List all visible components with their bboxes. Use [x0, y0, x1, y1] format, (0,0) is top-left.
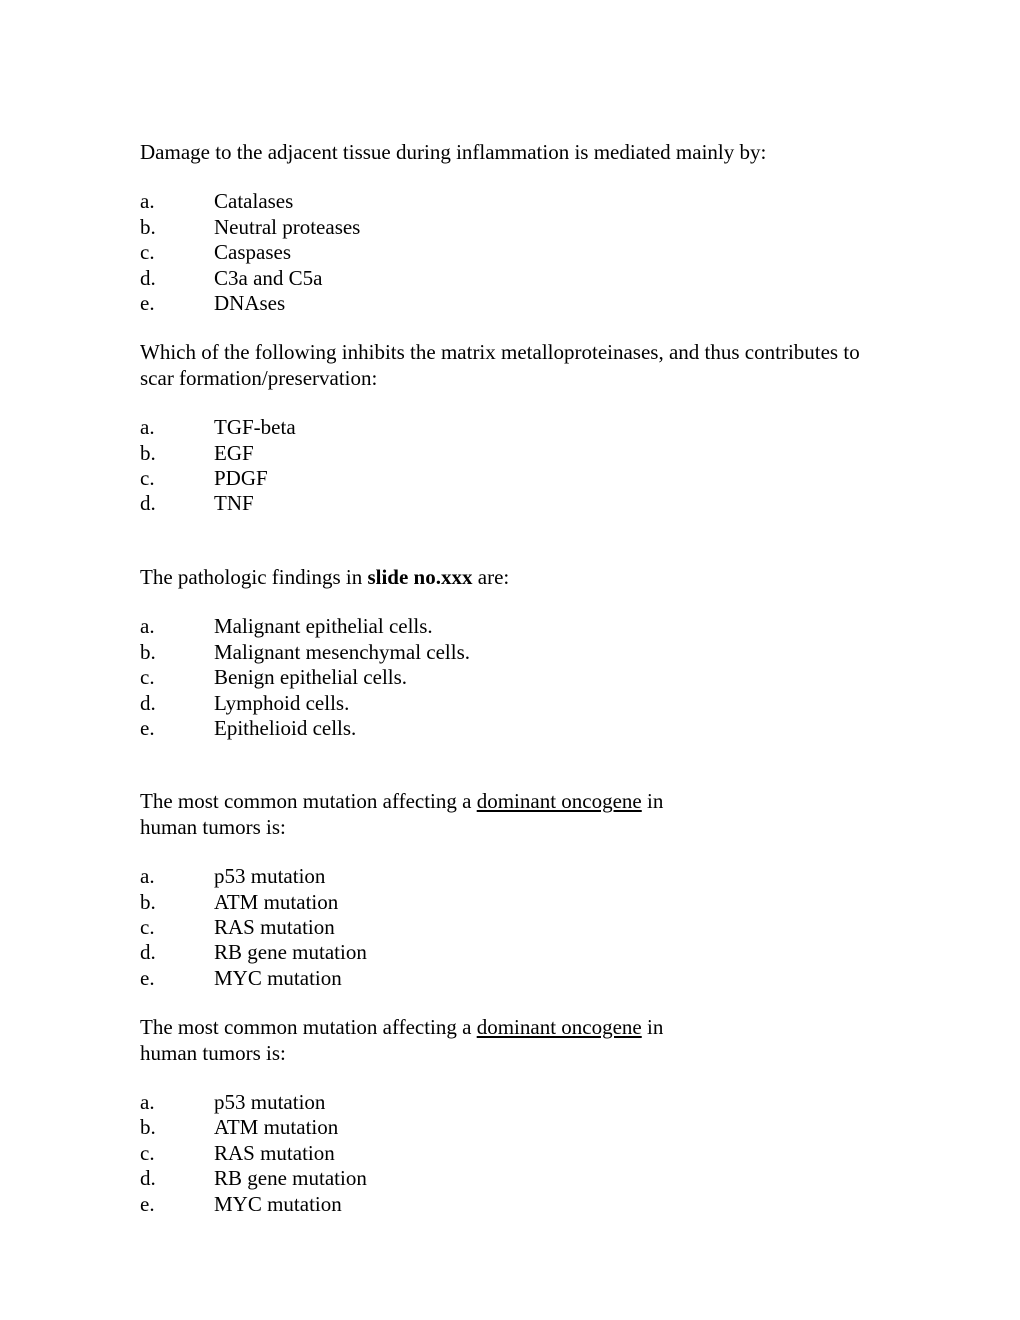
answer-option: b.EGF	[140, 441, 880, 466]
answer-option: b.ATM mutation	[140, 890, 880, 915]
option-text: p53 mutation	[214, 1090, 325, 1115]
answer-option: b.Malignant mesenchymal cells.	[140, 640, 880, 665]
document-page: Damage to the adjacent tissue during inf…	[0, 0, 1020, 1320]
option-text: C3a and C5a	[214, 266, 322, 291]
option-text: Malignant mesenchymal cells.	[214, 640, 470, 665]
option-letter: b.	[140, 441, 214, 466]
answer-option: b.Neutral proteases	[140, 215, 880, 240]
question-stem: Which of the following inhibits the matr…	[140, 340, 880, 391]
stem-text-pre: The most common mutation affecting a	[140, 789, 477, 813]
answer-option: d.Lymphoid cells.	[140, 691, 880, 716]
option-letter: d.	[140, 491, 214, 516]
option-letter: d.	[140, 940, 214, 965]
option-letter: c.	[140, 466, 214, 491]
option-text: PDGF	[214, 466, 268, 491]
option-text: ATM mutation	[214, 1115, 338, 1140]
option-letter: e.	[140, 291, 214, 316]
answer-option: a.p53 mutation	[140, 864, 880, 889]
option-text: MYC mutation	[214, 1192, 342, 1217]
answer-option: c.RAS mutation	[140, 915, 880, 940]
stem-text-pre: The pathologic findings in	[140, 565, 367, 589]
answer-option: d.C3a and C5a	[140, 266, 880, 291]
answer-option: b.ATM mutation	[140, 1115, 880, 1140]
stem-text: Damage to the adjacent tissue during inf…	[140, 140, 766, 164]
option-text: DNAses	[214, 291, 285, 316]
option-text: Epithelioid cells.	[214, 716, 356, 741]
option-letter: d.	[140, 1166, 214, 1191]
option-text: MYC mutation	[214, 966, 342, 991]
option-letter: b.	[140, 1115, 214, 1140]
answer-options: a.Catalases b.Neutral proteases c.Caspas…	[140, 189, 880, 316]
answer-option: a.p53 mutation	[140, 1090, 880, 1115]
question-stem: Damage to the adjacent tissue during inf…	[140, 140, 880, 165]
answer-option: e.Epithelioid cells.	[140, 716, 880, 741]
option-letter: a.	[140, 864, 214, 889]
option-text: Benign epithelial cells.	[214, 665, 407, 690]
option-letter: c.	[140, 665, 214, 690]
spacer	[140, 541, 880, 565]
option-text: RAS mutation	[214, 915, 335, 940]
option-text: TNF	[214, 491, 254, 516]
answer-option: d.RB gene mutation	[140, 940, 880, 965]
option-letter: b.	[140, 640, 214, 665]
answer-options: a.TGF-beta b.EGF c.PDGF d.TNF	[140, 415, 880, 517]
stem-text-pre: The most common mutation affecting a	[140, 1015, 477, 1039]
answer-options: a.Malignant epithelial cells. b.Malignan…	[140, 614, 880, 741]
option-letter: d.	[140, 266, 214, 291]
option-text: RAS mutation	[214, 1141, 335, 1166]
answer-option: c.Caspases	[140, 240, 880, 265]
option-text: Caspases	[214, 240, 291, 265]
option-letter: a.	[140, 614, 214, 639]
option-text: Neutral proteases	[214, 215, 360, 240]
option-letter: c.	[140, 915, 214, 940]
answer-option: a.Malignant epithelial cells.	[140, 614, 880, 639]
stem-text-underline: dominant oncogene	[477, 789, 642, 813]
option-text: Lymphoid cells.	[214, 691, 349, 716]
answer-option: e.DNAses	[140, 291, 880, 316]
question-stem: The pathologic findings in slide no.xxx …	[140, 565, 880, 590]
stem-text-bold: slide no.xxx	[367, 565, 472, 589]
answer-option: a.Catalases	[140, 189, 880, 214]
answer-option: c.RAS mutation	[140, 1141, 880, 1166]
option-letter: a.	[140, 415, 214, 440]
answer-options: a.p53 mutation b.ATM mutation c.RAS muta…	[140, 1090, 880, 1217]
option-letter: d.	[140, 691, 214, 716]
spacer	[140, 765, 880, 789]
question-stem: The most common mutation affecting a dom…	[140, 789, 700, 840]
option-text: Malignant epithelial cells.	[214, 614, 433, 639]
answer-option: d.TNF	[140, 491, 880, 516]
option-letter: c.	[140, 240, 214, 265]
answer-option: c.PDGF	[140, 466, 880, 491]
option-letter: b.	[140, 890, 214, 915]
answer-option: e.MYC mutation	[140, 1192, 880, 1217]
option-letter: c.	[140, 1141, 214, 1166]
option-text: RB gene mutation	[214, 940, 367, 965]
option-text: Catalases	[214, 189, 293, 214]
option-letter: a.	[140, 189, 214, 214]
question-stem: The most common mutation affecting a dom…	[140, 1015, 700, 1066]
stem-text-post: are:	[473, 565, 510, 589]
option-letter: e.	[140, 716, 214, 741]
option-text: EGF	[214, 441, 254, 466]
option-text: ATM mutation	[214, 890, 338, 915]
option-text: TGF-beta	[214, 415, 296, 440]
stem-text: Which of the following inhibits the matr…	[140, 340, 860, 389]
option-text: p53 mutation	[214, 864, 325, 889]
answer-options: a.p53 mutation b.ATM mutation c.RAS muta…	[140, 864, 880, 991]
option-letter: e.	[140, 1192, 214, 1217]
option-text: RB gene mutation	[214, 1166, 367, 1191]
option-letter: a.	[140, 1090, 214, 1115]
stem-text-underline: dominant oncogene	[477, 1015, 642, 1039]
option-letter: e.	[140, 966, 214, 991]
option-letter: b.	[140, 215, 214, 240]
answer-option: a.TGF-beta	[140, 415, 880, 440]
answer-option: d.RB gene mutation	[140, 1166, 880, 1191]
answer-option: e.MYC mutation	[140, 966, 880, 991]
answer-option: c.Benign epithelial cells.	[140, 665, 880, 690]
